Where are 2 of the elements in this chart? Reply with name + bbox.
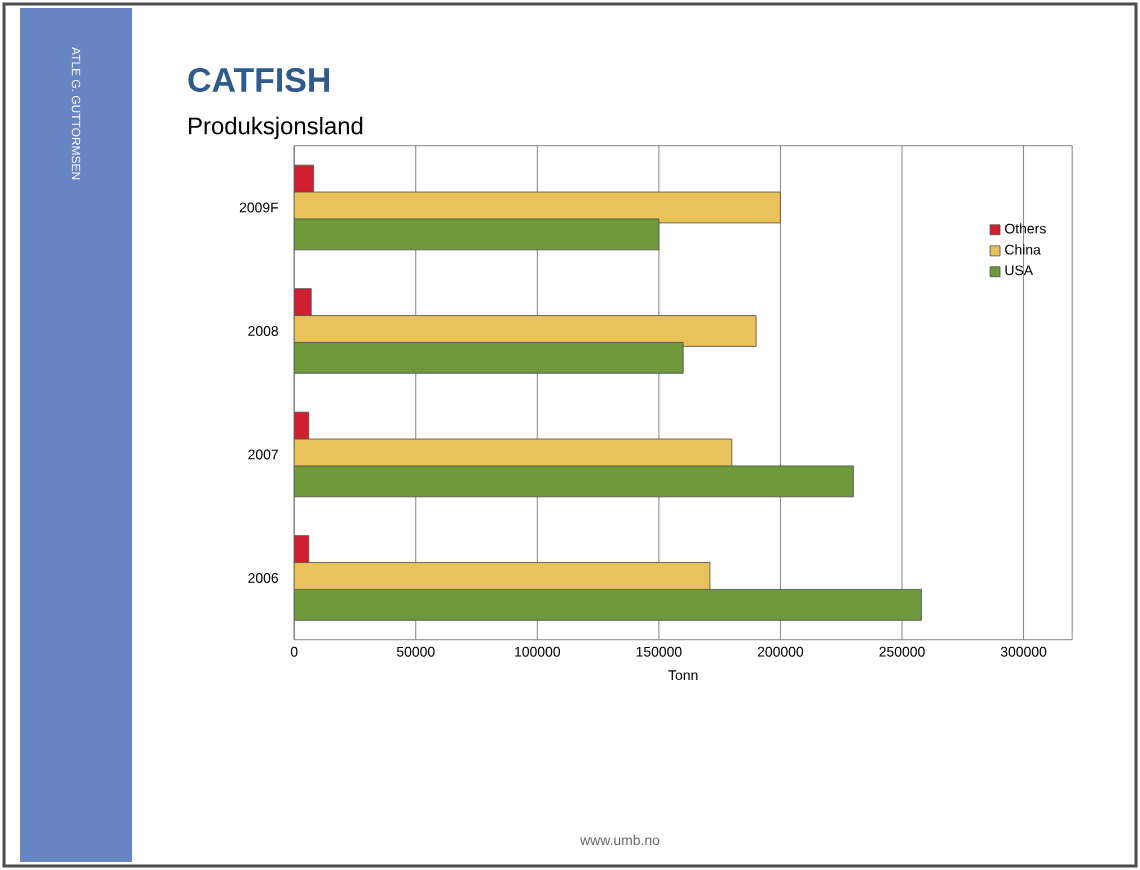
chart-subtitle: Produksjonsland <box>189 116 363 140</box>
chart-title: CATFISH <box>188 67 330 92</box>
